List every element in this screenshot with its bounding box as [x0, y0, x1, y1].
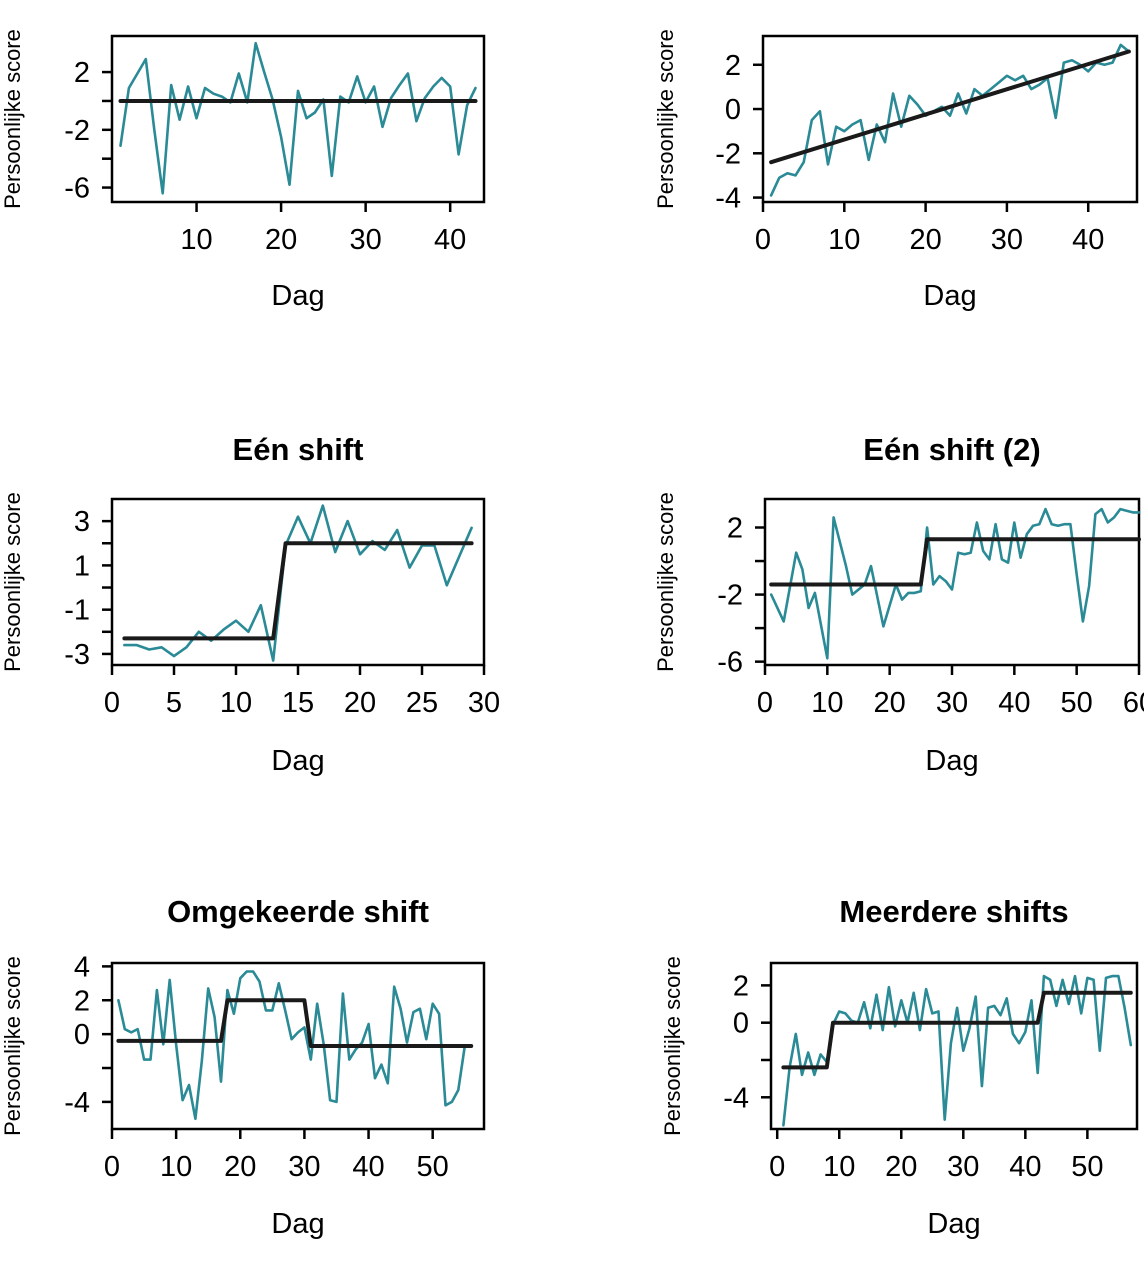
x-axis-label: Dag — [271, 1208, 324, 1240]
x-tick-label: 30 — [468, 687, 500, 719]
y-tick-label: -2 — [64, 115, 90, 147]
x-tick-label: 40 — [1072, 224, 1104, 256]
y-tick-label: -6 — [64, 173, 90, 205]
x-tick-label: 30 — [991, 224, 1023, 256]
x-axis-label: Dag — [923, 280, 976, 312]
x-tick-label: 40 — [1009, 1151, 1041, 1183]
y-tick-label: 1 — [74, 550, 90, 582]
x-tick-label: 50 — [1061, 687, 1093, 719]
x-axis-label: Dag — [271, 280, 324, 312]
y-axis-label: Persoonlijke score — [660, 956, 685, 1136]
panel-title: Omgekeerde shift — [167, 894, 429, 929]
plot-frame — [110, 961, 486, 1131]
fit-line — [122, 541, 474, 641]
y-tick-label: 2 — [727, 513, 743, 545]
chart-panel-4: Eén shift (2) 0 10 20 30 40 50 60 2 -2 -6 Dag Persoo… — [653, 432, 1144, 777]
y-tick-label: -2 — [717, 580, 743, 612]
x-tick-label: 10 — [220, 687, 252, 719]
x-tick-label: 10 — [160, 1151, 192, 1183]
x-tick-label: 10 — [811, 687, 843, 719]
y-tick-label: -1 — [64, 595, 90, 627]
x-tick-label: 0 — [757, 687, 773, 719]
y-tick-label: -3 — [64, 639, 90, 671]
plot-frame — [110, 34, 486, 204]
x-tick-label: 20 — [265, 224, 297, 256]
x-tick-label: 10 — [823, 1151, 855, 1183]
x-tick-label: 20 — [909, 224, 941, 256]
fit-line — [769, 537, 1141, 587]
y-axis-label: Persoonlijke score — [653, 492, 678, 672]
y-tick-label: 0 — [725, 94, 741, 126]
y-tick-label: 2 — [74, 985, 90, 1017]
x-tick-label: 20 — [224, 1151, 256, 1183]
y-tick-label: -2 — [715, 138, 741, 170]
x-tick-label: 0 — [104, 687, 120, 719]
panel-title: Eén shift (2) — [863, 432, 1040, 467]
chart-panel-1: 10 20 30 40 2 -2 -6 Dag Persoonlijke score — [0, 29, 486, 312]
panel-title: Meerdere shifts — [839, 894, 1068, 929]
y-axis-label: Persoonlijke score — [0, 956, 25, 1136]
panel-title: Eén shift — [233, 432, 364, 467]
data-line — [123, 504, 473, 662]
x-tick-label: 40 — [998, 687, 1030, 719]
x-tick-label: 20 — [344, 687, 376, 719]
y-tick-label: -4 — [64, 1087, 90, 1119]
x-tick-label: 50 — [417, 1151, 449, 1183]
x-axis-label: Dag — [271, 745, 324, 777]
y-tick-label: 2 — [74, 57, 90, 89]
x-tick-label: 60 — [1123, 687, 1144, 719]
data-line — [769, 43, 1131, 197]
x-tick-label: 30 — [350, 224, 382, 256]
x-tick-label: 5 — [166, 687, 182, 719]
y-axis-label: Persoonlijke score — [0, 29, 25, 209]
y-axis-label: Persoonlijke score — [0, 492, 25, 672]
fit-line — [781, 990, 1133, 1070]
data-line — [117, 970, 467, 1121]
x-tick-label: 20 — [874, 687, 906, 719]
data-line — [119, 41, 477, 195]
plot-frame — [761, 34, 1139, 204]
x-tick-label: 40 — [352, 1151, 384, 1183]
x-tick-label: 30 — [947, 1151, 979, 1183]
x-tick-label: 0 — [104, 1151, 120, 1183]
x-tick-label: 40 — [434, 224, 466, 256]
y-tick-label: -4 — [715, 183, 741, 215]
y-axis-label: Persoonlijke score — [653, 29, 678, 209]
x-tick-label: 30 — [288, 1151, 320, 1183]
y-tick-label: 2 — [725, 50, 741, 82]
x-tick-label: 30 — [936, 687, 968, 719]
y-tick-label: -6 — [717, 647, 743, 679]
y-tick-label: 3 — [74, 506, 90, 538]
x-tick-label: 50 — [1071, 1151, 1103, 1183]
y-tick-label: 0 — [74, 1019, 90, 1051]
x-axis-label: Dag — [927, 1208, 980, 1240]
x-tick-label: 20 — [885, 1151, 917, 1183]
fit-line — [769, 49, 1131, 165]
x-tick-label: 25 — [406, 687, 438, 719]
x-tick-label: 0 — [755, 224, 771, 256]
y-tick-label: 2 — [733, 970, 749, 1002]
x-tick-label: 15 — [282, 687, 314, 719]
data-line — [782, 974, 1133, 1127]
x-tick-label: 0 — [769, 1151, 785, 1183]
x-tick-label: 10 — [180, 224, 212, 256]
plot-frame — [769, 961, 1139, 1131]
y-tick-label: -4 — [723, 1082, 749, 1114]
y-tick-label: 4 — [74, 951, 90, 983]
x-tick-label: 10 — [828, 224, 860, 256]
x-axis-label: Dag — [925, 745, 978, 777]
chart-panel-3: Eén shift 0 5 10 15 20 25 30 3 1 -1 -3 Dag Persoonlij… — [0, 432, 500, 777]
y-tick-label: 0 — [733, 1008, 749, 1040]
fit-line — [116, 998, 474, 1048]
